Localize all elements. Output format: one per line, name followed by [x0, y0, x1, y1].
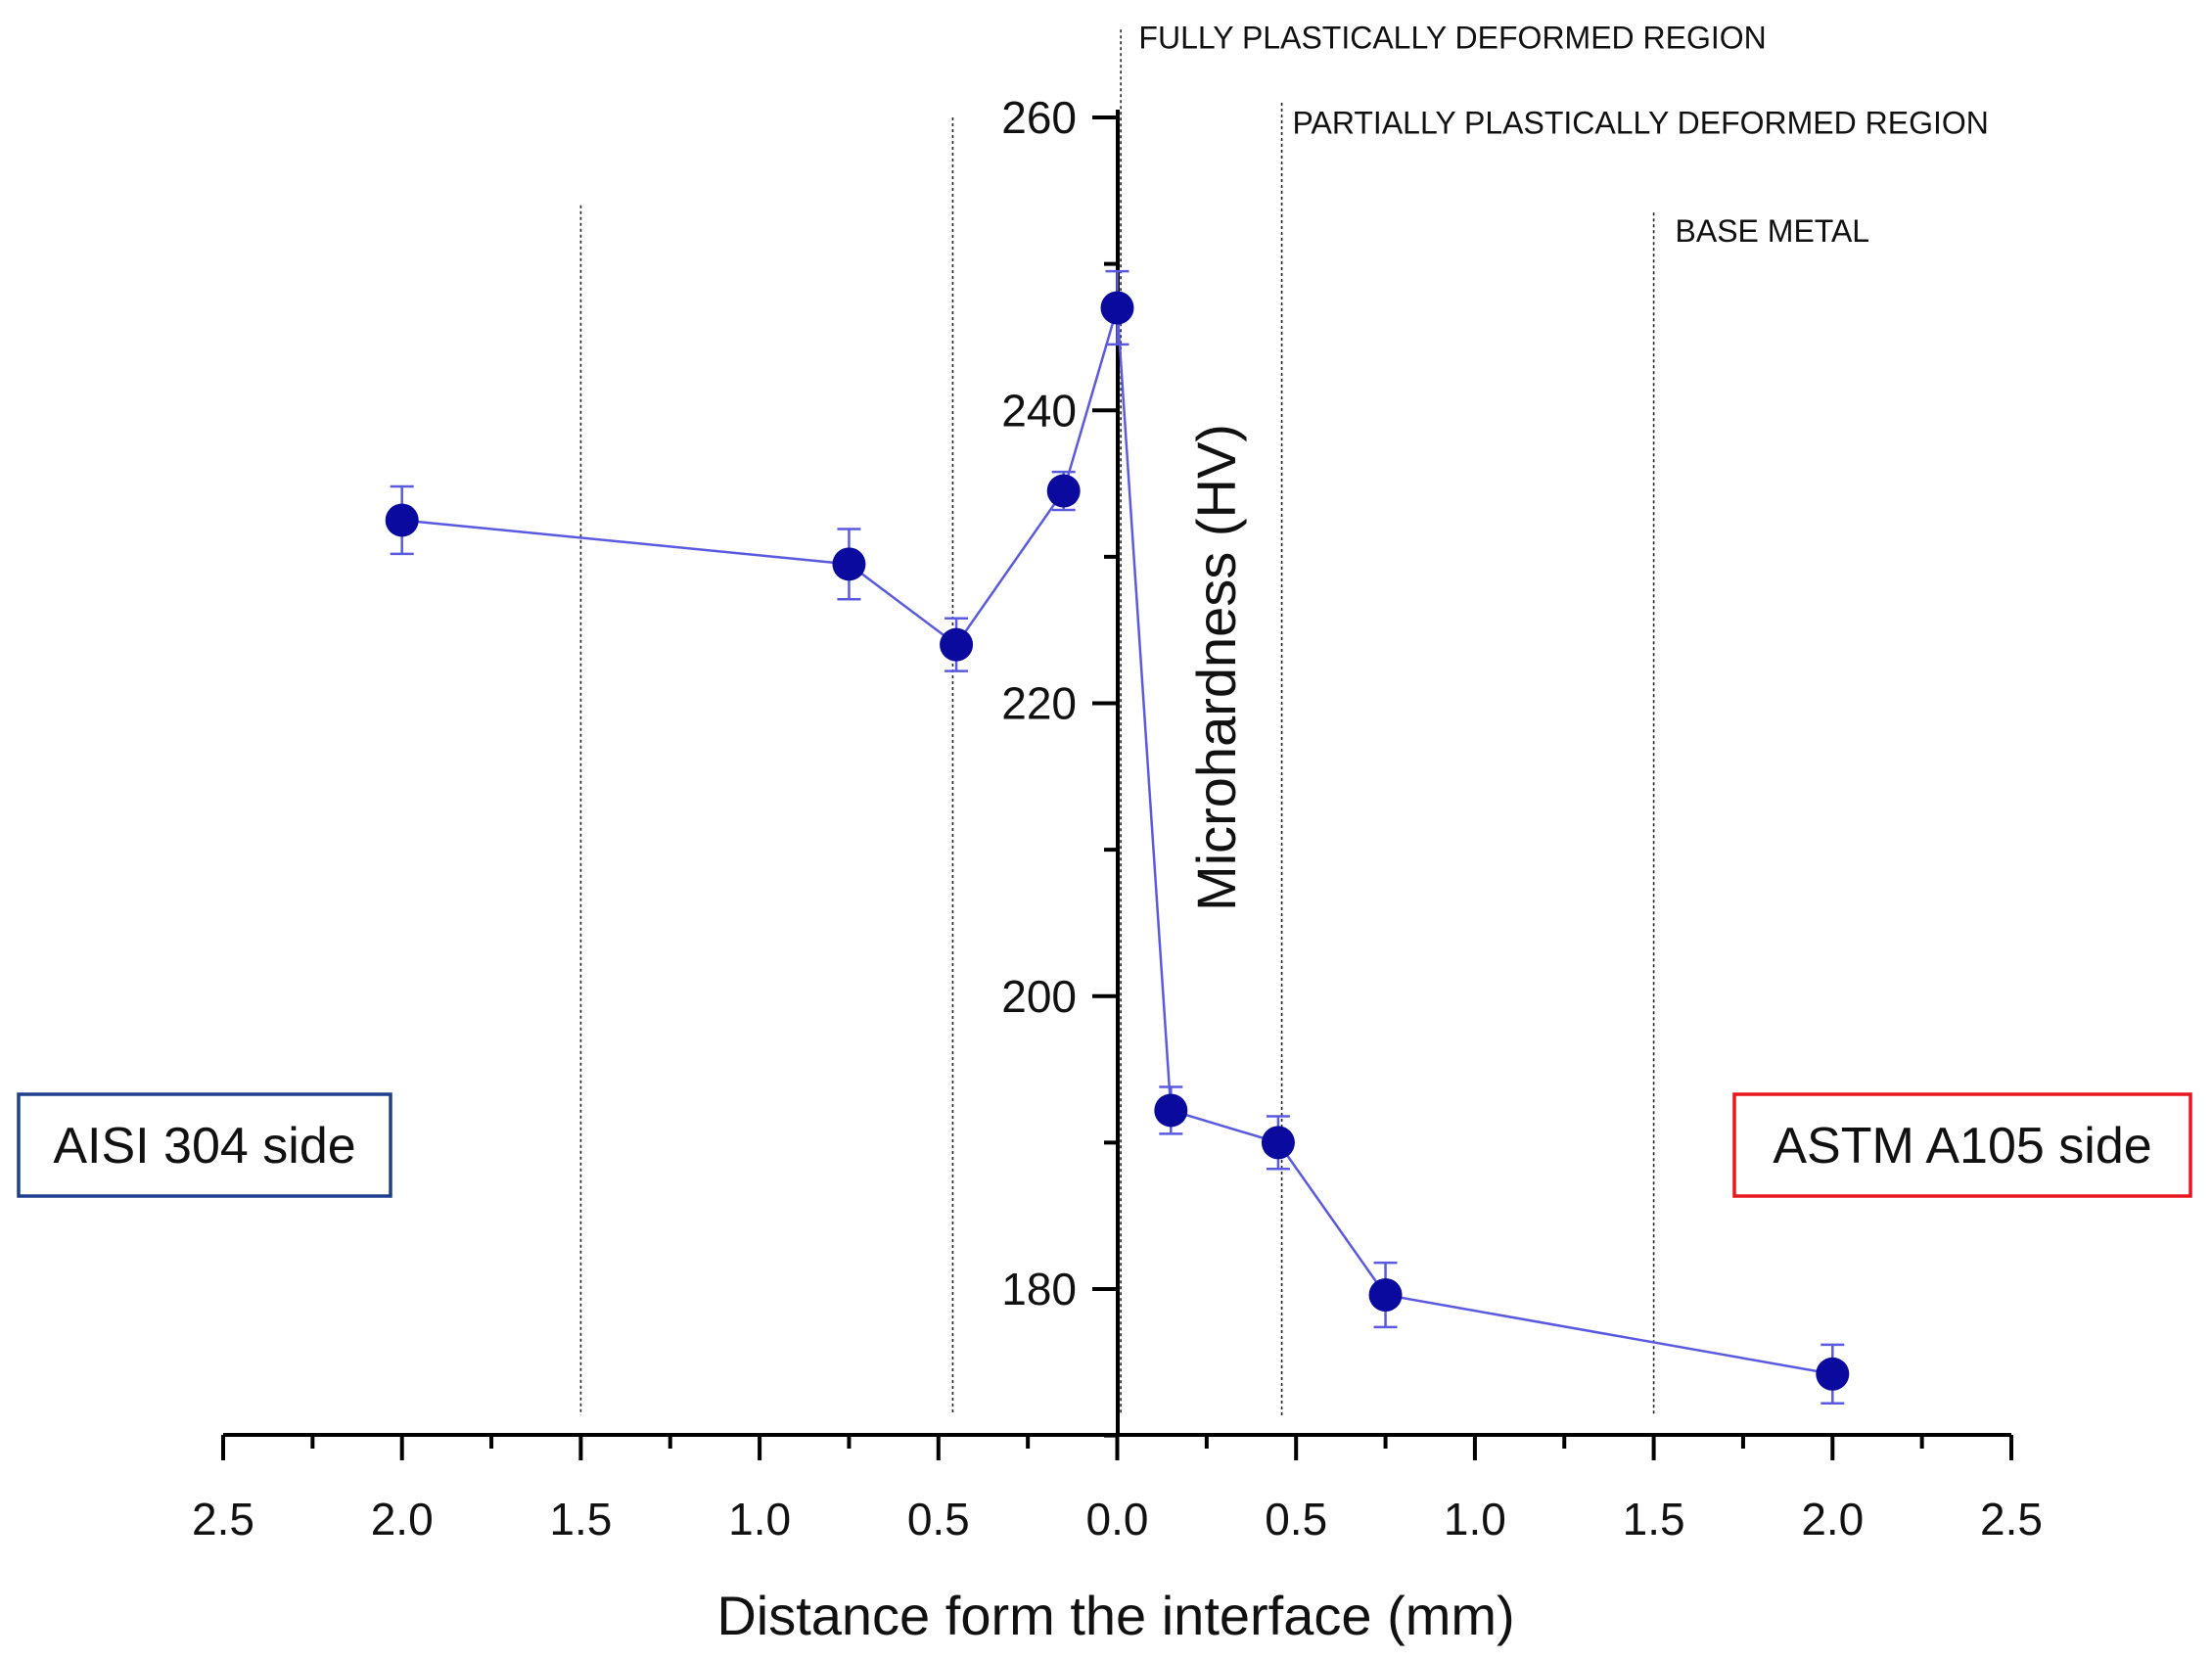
- x-tick-label: 2.0: [1801, 1494, 1864, 1545]
- region-label: PARTIALLY PLASTICALLY DEFORMED REGION: [1293, 105, 1989, 140]
- region-label: BASE METAL: [1676, 213, 1870, 249]
- x-tick-label: 2.5: [1980, 1494, 2043, 1545]
- x-tick-label: 2.5: [192, 1494, 254, 1545]
- data-point: [832, 547, 866, 581]
- x-tick-label: 1.0: [728, 1494, 791, 1545]
- data-point: [1368, 1277, 1403, 1312]
- region-label: FULLY PLASTICALLY DEFORMED REGION: [1138, 21, 1766, 56]
- y-ticks: 180 200 220 240 260: [1001, 92, 1118, 1438]
- side-label-aisi: AISI 304 side: [17, 1092, 392, 1198]
- y-tick-label: 240: [1001, 385, 1077, 436]
- reference-lines: [579, 29, 1655, 1415]
- x-tick-label: 2.0: [371, 1494, 434, 1545]
- y-tick-label: 200: [1001, 971, 1077, 1022]
- y-tick-label: 220: [1001, 678, 1077, 729]
- data-point: [1816, 1357, 1850, 1391]
- data-point: [1100, 291, 1134, 325]
- data-point: [1046, 474, 1081, 508]
- x-tick-label: 1.5: [1623, 1494, 1685, 1545]
- y-axis-title: Microhardness (HV): [1185, 424, 1247, 911]
- x-axis-title: Distance form the interface (mm): [716, 1585, 1514, 1646]
- side-label-astm-box: [1732, 1092, 2192, 1198]
- y-tick-label: 180: [1001, 1264, 1077, 1314]
- side-label-astm-text: ASTM A105 side: [1773, 1118, 2151, 1175]
- series-group: [385, 269, 1850, 1405]
- x-tick-label: 0.5: [1265, 1494, 1327, 1545]
- side-label-aisi-text: AISI 304 side: [53, 1118, 355, 1175]
- x-tick-label: 1.5: [549, 1494, 612, 1545]
- data-point: [385, 503, 419, 537]
- x-tick-label: 0.0: [1086, 1494, 1149, 1545]
- region-labels: FULLY PLASTICALLY DEFORMED REGION PARTIAL…: [1138, 21, 1988, 250]
- x-ticks: 2.5 2.0 1.5 1.0 0.5 0.0 0.5 1.0 1.5 2.0 2.5: [192, 1435, 2043, 1545]
- data-point: [940, 627, 974, 662]
- x-tick-label: 0.5: [907, 1494, 970, 1545]
- side-label-aisi-box: [17, 1092, 392, 1198]
- y-tick-label: 260: [1001, 92, 1077, 143]
- data-point: [1154, 1093, 1188, 1128]
- x-tick-label: 1.0: [1444, 1494, 1506, 1545]
- side-label-astm: ASTM A105 side: [1732, 1092, 2192, 1198]
- data-point: [1261, 1126, 1295, 1160]
